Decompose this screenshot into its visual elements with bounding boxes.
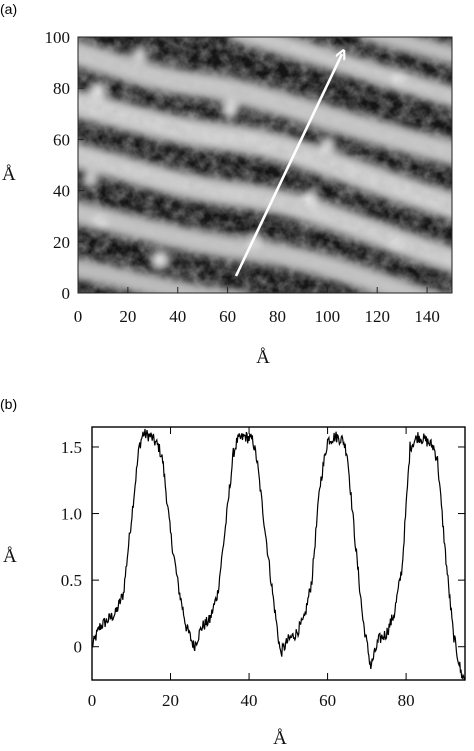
panel-a-xlabel: Å [256,347,270,368]
scan-direction-arrow [234,54,342,277]
panel-a-xtick-label: 140 [414,307,440,326]
height-profile-line [91,428,466,681]
panel-b-xtick-label: 60 [319,691,336,710]
panel-a-xtick-label: 20 [119,307,136,326]
panel-a-xtick-label: 0 [74,307,83,326]
panel-a-ylabel: Å [2,164,16,185]
panel-b-xtick-label: 0 [88,691,97,710]
panel-a-ytick-label: 0 [62,284,71,303]
panel-b-ytick-label: 0.5 [61,571,82,590]
panel-b-ylabel: Å [3,546,17,567]
panel-a-xtick-label: 120 [364,307,390,326]
panel-a-ytick-label: 100 [45,28,71,47]
panel-a-ytick-label: 20 [53,233,70,252]
panel-b-axes: 0 20 40 60 80 0 0.5 1.0 1.5 Å Å [3,426,466,749]
panel-b-label: (b) [0,396,17,412]
panel-a-xtick-label: 100 [315,307,341,326]
panel-a-xtick-label: 40 [169,307,186,326]
panel-a-xtick-label: 80 [269,307,286,326]
panel-b-ytick-label: 1.0 [61,505,82,524]
panel-a-ytick-label: 80 [53,79,70,98]
stm-image [78,37,452,293]
panel-b-ytick-label: 1.5 [61,438,82,457]
panel-a-ytick-label: 40 [53,182,70,201]
panel-b-xtick-label: 40 [241,691,258,710]
panel-b-xlabel: Å [273,728,287,749]
panel-b-xtick-label: 80 [398,691,415,710]
panel-b-ytick-label: 0 [74,638,83,657]
panel-a-axes: 0 20 40 60 80 100 120 140 0 20 40 60 80 100 Å Å [2,28,453,368]
panel-a-label: (a) [0,1,17,17]
panel-b-xtick-label: 20 [162,691,179,710]
panel-a-ytick-label: 60 [53,130,70,149]
panel-a-xtick-label: 60 [219,307,236,326]
